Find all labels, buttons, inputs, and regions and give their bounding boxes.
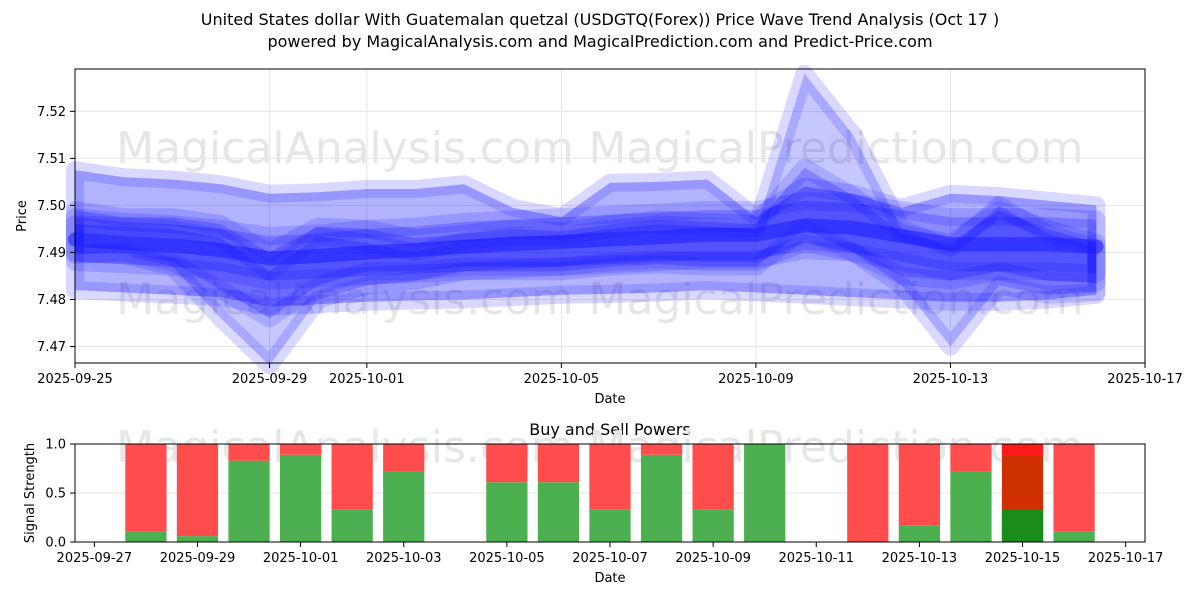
buy-bar xyxy=(537,482,580,542)
sell-bar xyxy=(1053,444,1095,532)
price-x-tick-label: 2025-10-01 xyxy=(329,372,405,387)
buy-bar xyxy=(486,482,528,542)
buy-sell-x-tick-label: 2025-10-11 xyxy=(778,551,854,566)
sell-bar xyxy=(537,444,580,483)
buy-sell-x-tick-label: 2025-10-05 xyxy=(469,551,545,566)
price-trend-line xyxy=(68,218,1104,266)
buy-sell-y-label: Signal Strength xyxy=(23,443,38,543)
buy-sell-y-tick-label: 1.0 xyxy=(45,438,66,453)
price-x-tick-label: 2025-10-05 xyxy=(524,372,600,387)
price-y-tick-label: 7.48 xyxy=(37,293,66,308)
buy-bar xyxy=(228,460,270,542)
buy-sell-x-tick-label: 2025-10-07 xyxy=(572,551,648,566)
sell-bar xyxy=(228,444,270,461)
buy-bar xyxy=(744,444,786,542)
buy-sell-x-tick-label: 2025-10-03 xyxy=(366,551,442,566)
buy-sell-x-tick-label: 2025-10-01 xyxy=(263,551,339,566)
buy-bar xyxy=(125,531,167,542)
price-x-label: Date xyxy=(594,392,625,407)
sell-bar xyxy=(125,444,167,532)
buy-bar xyxy=(589,509,631,542)
sell-bar xyxy=(640,444,683,455)
sell-bar xyxy=(847,444,889,542)
watermark-left-bottom: MagicalAnalysis.com xyxy=(116,274,574,325)
price-x-tick-label: 2025-09-25 xyxy=(37,372,113,387)
buy-sell-x-tick-label: 2025-10-15 xyxy=(985,551,1061,566)
price-y-label: Price xyxy=(15,200,30,232)
sell-bar xyxy=(692,444,734,510)
buy-bar xyxy=(640,454,683,542)
sell-bar xyxy=(486,444,528,483)
buy-sell-title: Buy and Sell Powers xyxy=(529,420,691,439)
buy-sell-x-tick-label: 2025-09-29 xyxy=(160,551,236,566)
chart-title-line2: powered by MagicalAnalysis.com and Magic… xyxy=(267,32,932,51)
price-y-tick-label: 7.47 xyxy=(37,340,66,355)
price-x-tick-label: 2025-10-13 xyxy=(913,372,989,387)
price-x-ticks: 2025-09-25 2025-09-29 2025-10-01 2025-10-05… xyxy=(37,363,1183,387)
price-y-tick-label: 7.50 xyxy=(37,199,66,214)
price-x-tick-label: 2025-10-09 xyxy=(718,372,794,387)
buy-bar xyxy=(331,509,373,542)
buy-bar xyxy=(279,454,322,542)
price-plot-frame xyxy=(74,68,1146,364)
buy-bar xyxy=(176,536,219,542)
buy-sell-plot: Buy and Sell Powers MagicalAnalysis.com … xyxy=(23,420,1163,586)
sell-bar xyxy=(589,444,631,510)
buy-bar xyxy=(898,525,941,542)
buy-sell-y-ticks: 0.0 0.5 1.0 xyxy=(45,438,75,551)
buy-sell-y-tick-label: 0.5 xyxy=(45,487,66,502)
sell-bar-top xyxy=(1001,444,1044,456)
watermark-right-bottom: MagicalPrediction.com xyxy=(589,274,1084,325)
sell-bar xyxy=(898,444,941,526)
chart-title-line1: United States dollar With Guatemalan que… xyxy=(201,10,999,29)
buy-sell-x-tick-label: 2025-10-13 xyxy=(882,551,958,566)
price-grid xyxy=(74,69,1146,363)
watermark-left-top: MagicalAnalysis.com xyxy=(116,123,574,174)
buy-sell-x-label: Date xyxy=(594,571,625,586)
price-y-ticks: 7.47 7.48 7.49 7.50 7.51 7.52 xyxy=(37,105,75,355)
buy-sell-bars xyxy=(125,444,1095,542)
sell-bar xyxy=(950,444,992,472)
price-bands xyxy=(66,64,1106,375)
price-x-tick-label: 2025-10-17 xyxy=(1107,372,1183,387)
price-wave-plot: MagicalAnalysis.com MagicalPrediction.co… xyxy=(15,64,1183,407)
buy-bar xyxy=(950,471,992,542)
buy-sell-x-tick-label: 2025-10-17 xyxy=(1088,551,1164,566)
sell-bar xyxy=(331,444,373,510)
buy-bar xyxy=(1053,531,1095,542)
buy-sell-x-ticks: 2025-09-27 2025-09-29 2025-10-01 2025-10-03… xyxy=(57,542,1164,566)
buy-bar xyxy=(383,471,425,542)
watermark-right-top: MagicalPrediction.com xyxy=(589,123,1084,174)
price-y-tick-label: 7.49 xyxy=(37,246,66,261)
price-y-tick-label: 7.52 xyxy=(37,105,66,120)
buy-bar xyxy=(1001,509,1044,542)
buy-sell-x-tick-label: 2025-09-27 xyxy=(57,551,133,566)
sell-bar xyxy=(383,444,425,472)
buy-sell-x-tick-label: 2025-10-09 xyxy=(675,551,751,566)
sell-bar xyxy=(176,444,219,537)
price-y-tick-label: 7.51 xyxy=(37,152,66,167)
price-x-tick-label: 2025-09-29 xyxy=(232,372,308,387)
sell-bar xyxy=(279,444,322,455)
buy-bar xyxy=(692,509,734,542)
buy-sell-y-tick-label: 0.0 xyxy=(45,536,66,551)
